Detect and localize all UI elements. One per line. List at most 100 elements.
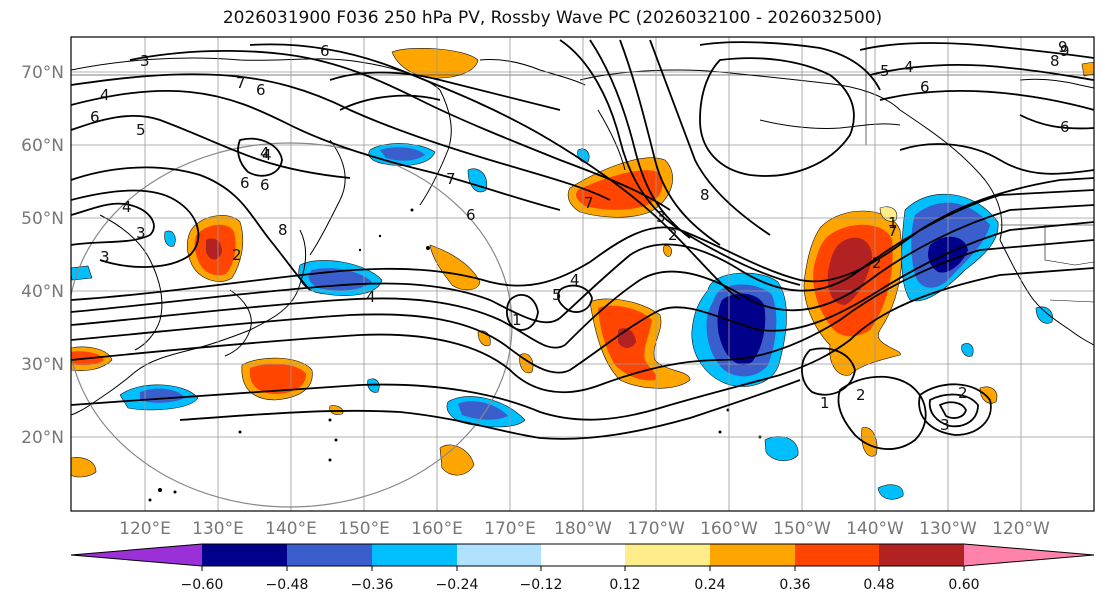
contour-label: 4 bbox=[904, 58, 914, 76]
negative-anomaly bbox=[458, 401, 508, 420]
positive-anomaly bbox=[576, 170, 663, 210]
lon-label: 120°W bbox=[992, 519, 1050, 539]
negative-anomaly bbox=[164, 230, 176, 247]
borders bbox=[71, 37, 1094, 303]
lon-label: 150°W bbox=[773, 519, 831, 539]
lon-label: 160°E bbox=[411, 519, 463, 539]
contour-label: 1 bbox=[820, 394, 830, 412]
map-title: 2026031900 F036 250 hPa PV, Rossby Wave … bbox=[222, 8, 883, 28]
colorbar-tick-label: 0.12 bbox=[609, 577, 640, 593]
contour-label: 2 bbox=[872, 254, 882, 272]
contour-label: 6 bbox=[90, 108, 100, 126]
colorbar-tick-label: −0.12 bbox=[520, 577, 563, 593]
contour-label: 6 bbox=[920, 78, 930, 96]
negative-anomaly bbox=[367, 378, 380, 393]
negative-anomaly bbox=[380, 147, 425, 161]
lon-label: 150°E bbox=[338, 519, 390, 539]
contour-label: 2 bbox=[668, 226, 678, 244]
lon-label: 160°W bbox=[700, 519, 758, 539]
contour-label: 7 bbox=[236, 74, 246, 92]
lon-label: 140°W bbox=[846, 519, 904, 539]
colorbar-extend-max bbox=[964, 544, 1094, 566]
contour-label: 3 bbox=[140, 52, 150, 70]
pv-contours bbox=[71, 39, 1094, 450]
contour-label: 2 bbox=[958, 384, 968, 402]
negative-anomaly bbox=[717, 293, 766, 365]
contour-label: 1 bbox=[888, 214, 898, 232]
colorbar-tick-label: 0.24 bbox=[694, 577, 725, 593]
negative-anomaly bbox=[877, 484, 904, 500]
colorbar-tick-label: −0.60 bbox=[181, 577, 224, 593]
colorbar-segment bbox=[879, 544, 964, 566]
lat-label: 70°N bbox=[21, 63, 64, 83]
contour-label: 2 bbox=[232, 246, 242, 264]
positive-anomaly bbox=[827, 237, 872, 305]
positive-anomaly bbox=[429, 244, 481, 291]
colorbar-tick-label: 0.48 bbox=[863, 577, 894, 593]
island-dots bbox=[148, 208, 762, 502]
colorbar-tick-label: −0.36 bbox=[351, 577, 394, 593]
colorbar-tick-label: −0.48 bbox=[266, 577, 309, 593]
contour-label: 6 bbox=[240, 174, 250, 192]
contour-label: 6 bbox=[466, 206, 476, 224]
negative-anomaly bbox=[961, 343, 974, 357]
lat-label: 40°N bbox=[21, 282, 64, 302]
contour-label: 4 bbox=[122, 198, 132, 216]
contour-label: 9 bbox=[1058, 38, 1068, 56]
lat-label: 20°N bbox=[21, 428, 64, 448]
contour-label: 4 bbox=[366, 288, 376, 306]
negative-anomaly bbox=[1035, 306, 1053, 324]
contour-label: 2 bbox=[856, 386, 866, 404]
colorbar-tick-label: 0.60 bbox=[948, 577, 979, 593]
lon-label: 120°E bbox=[119, 519, 171, 539]
colorbar-segment bbox=[457, 544, 541, 566]
lon-label: 170°E bbox=[484, 519, 536, 539]
colorbar-segment bbox=[287, 544, 372, 566]
colorbar-segment bbox=[202, 544, 287, 566]
contour-labels: 3 4 6 5 7 6 6 4 4 3 3 6 8 9 5 4 6 6 7 3 … bbox=[90, 38, 1070, 434]
contour-label: 7 bbox=[888, 222, 898, 240]
positive-anomaly bbox=[861, 427, 878, 457]
longitude-labels: 120°E 130°E 140°E 150°E 160°E 170°E 180°… bbox=[119, 519, 1050, 539]
contour-label: 4 bbox=[570, 271, 580, 289]
colorbar-segment bbox=[541, 544, 625, 566]
positive-anomaly bbox=[71, 457, 97, 478]
latitude-labels: 70°N 60°N 50°N 40°N 30°N 20°N bbox=[21, 63, 64, 448]
lon-label: 130°W bbox=[919, 519, 977, 539]
contour-label: 8 bbox=[278, 221, 288, 239]
coastlines bbox=[71, 57, 1094, 416]
contour-label: 6 bbox=[260, 176, 270, 194]
contour-label: 4 bbox=[262, 146, 272, 164]
contour-label: 3 bbox=[656, 208, 666, 226]
contour-label: 7 bbox=[446, 170, 456, 188]
lon-label: 180°W bbox=[554, 519, 612, 539]
colorbar-segment bbox=[625, 544, 710, 566]
positive-anomaly bbox=[391, 48, 479, 79]
positive-anomaly bbox=[249, 364, 306, 394]
contour-label: 9 bbox=[1060, 42, 1070, 60]
colorbar-segment bbox=[795, 544, 879, 566]
map-border bbox=[70, 36, 1095, 512]
contour-label: 1 bbox=[512, 311, 522, 329]
contour-label: 6 bbox=[320, 42, 330, 60]
lon-label: 130°E bbox=[192, 519, 244, 539]
lat-label: 60°N bbox=[21, 136, 64, 156]
contour-label: 8 bbox=[700, 186, 710, 204]
contour-label: 5 bbox=[136, 121, 146, 139]
lon-label: 140°E bbox=[265, 519, 317, 539]
contour-label: 4 bbox=[260, 144, 270, 162]
negative-anomaly bbox=[71, 265, 93, 281]
contour-label: 5 bbox=[880, 62, 890, 80]
colorbar-extend-min bbox=[71, 544, 202, 566]
lon-label: 170°W bbox=[627, 519, 685, 539]
colorbar: −0.60 −0.48 −0.36 −0.24 −0.12 0.12 0.24 … bbox=[70, 543, 1095, 593]
contour-label: 3 bbox=[100, 248, 110, 266]
contour-label: 8 bbox=[1050, 52, 1060, 70]
positive-anomaly bbox=[979, 386, 998, 404]
positive-anomaly bbox=[663, 245, 672, 257]
lat-label: 30°N bbox=[21, 355, 64, 375]
lat-label: 50°N bbox=[21, 209, 64, 229]
contour-label: 5 bbox=[552, 286, 562, 304]
contour-label: 7 bbox=[584, 194, 594, 212]
